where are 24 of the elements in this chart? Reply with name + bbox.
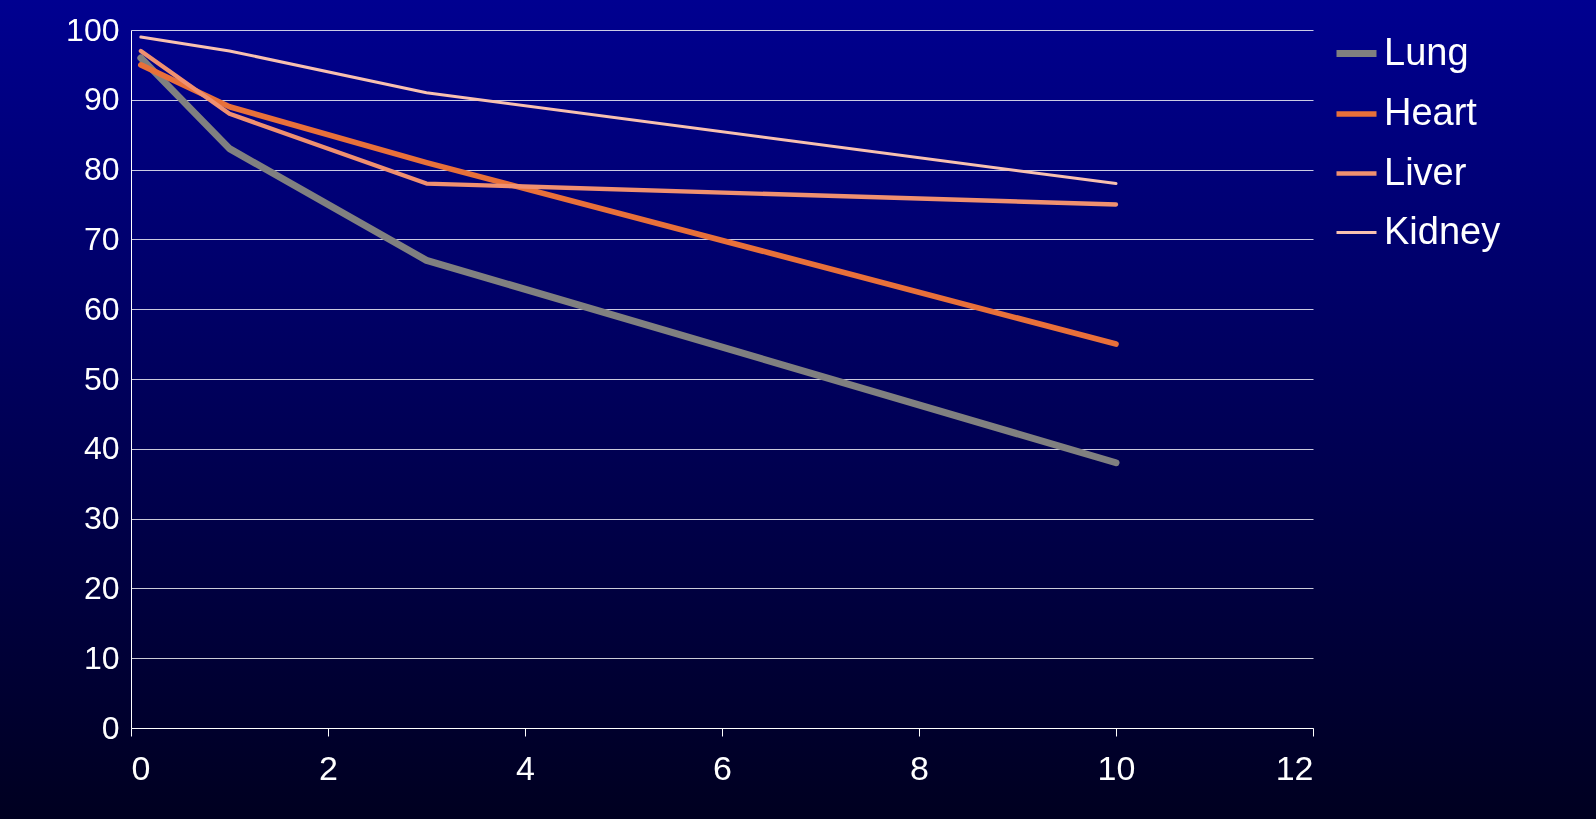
y-tick-label: 10 bbox=[83, 639, 120, 676]
y-tick-label: 60 bbox=[83, 290, 120, 327]
legend-label: Lung bbox=[1384, 30, 1469, 73]
y-tick-label: 0 bbox=[101, 709, 120, 746]
y-tick-label: 80 bbox=[83, 151, 120, 188]
x-tick-label: 8 bbox=[910, 748, 929, 787]
x-tick-label: 4 bbox=[516, 748, 535, 787]
x-tick-label: 12 bbox=[1275, 748, 1314, 787]
legend-label: Kidney bbox=[1384, 209, 1501, 252]
line-series bbox=[138, 48, 1119, 207]
legend-label: Liver bbox=[1384, 150, 1467, 193]
y-tick-label: 30 bbox=[83, 500, 120, 537]
y-tick-label: 50 bbox=[83, 360, 120, 397]
x-tick-label: 6 bbox=[713, 748, 732, 787]
line-series bbox=[139, 35, 1118, 186]
x-tick-label: 0 bbox=[131, 748, 151, 787]
y-tick-label: 90 bbox=[83, 81, 120, 118]
y-tick-label: 40 bbox=[83, 430, 120, 467]
y-tick-label: 100 bbox=[66, 11, 120, 48]
legend-label: Heart bbox=[1384, 91, 1478, 133]
x-tick-label: 10 bbox=[1097, 748, 1136, 787]
y-tick-label: 70 bbox=[83, 220, 120, 257]
y-tick-label: 20 bbox=[83, 569, 120, 606]
x-tick-label: 2 bbox=[319, 748, 338, 787]
